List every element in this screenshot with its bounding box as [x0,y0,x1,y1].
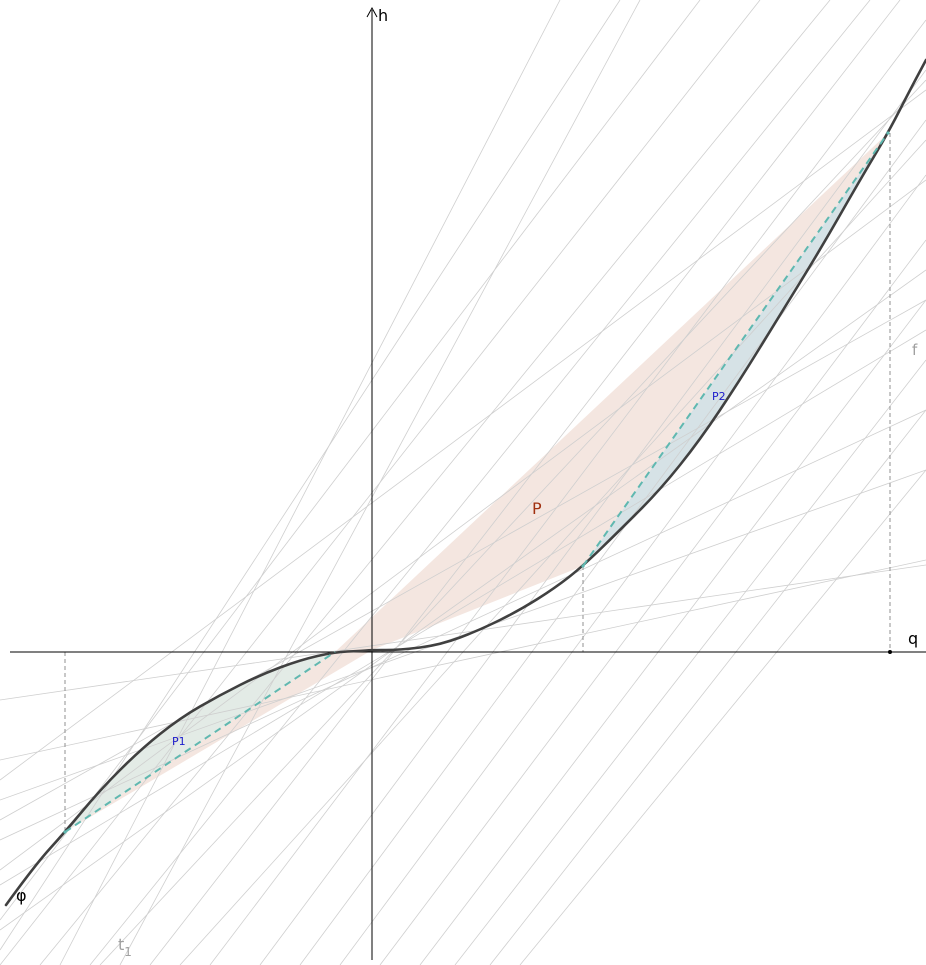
family-line [119,0,641,965]
family-line [379,239,926,965]
axis-label-q: q [908,629,918,648]
family-line [0,564,926,701]
tangent-label-main: t [118,935,124,954]
tangent-label: t1 [118,935,132,959]
family-line [0,179,926,871]
region-label-p2: P2 [712,390,726,403]
family-line [259,69,926,965]
curve-label-phi: φ [16,886,27,905]
region-label-p1: P1 [172,735,186,748]
family-line [0,329,926,886]
curve-point-right [886,131,890,135]
family-line [419,299,926,965]
chord-p1 [64,651,336,833]
family-line [0,269,926,931]
region-label-p: P [532,499,542,518]
family-line [0,559,926,761]
chord-p2 [582,132,889,567]
curve-phi [4,58,926,907]
tangent-label-sub: 1 [124,945,132,959]
family-line [0,299,926,821]
family-line [0,89,926,781]
family-line [454,359,926,965]
h-axis-arrow-icon [366,6,378,18]
family-line [99,79,926,965]
family-line [59,0,561,965]
family-line [209,19,926,965]
family-line [339,174,926,965]
family-line [149,0,901,965]
family-line [39,0,831,965]
curve-point-mid [581,564,585,568]
axis-label-h: h [378,6,388,25]
family-line [0,0,701,921]
family-line [519,469,926,965]
family-line [489,409,926,965]
family-line [299,119,926,965]
family-line [0,409,926,841]
line-label-f: f [912,341,918,359]
curve-point-left [63,830,67,834]
family-line [89,0,871,965]
q-axis-point [888,650,892,654]
family-line [0,0,621,951]
